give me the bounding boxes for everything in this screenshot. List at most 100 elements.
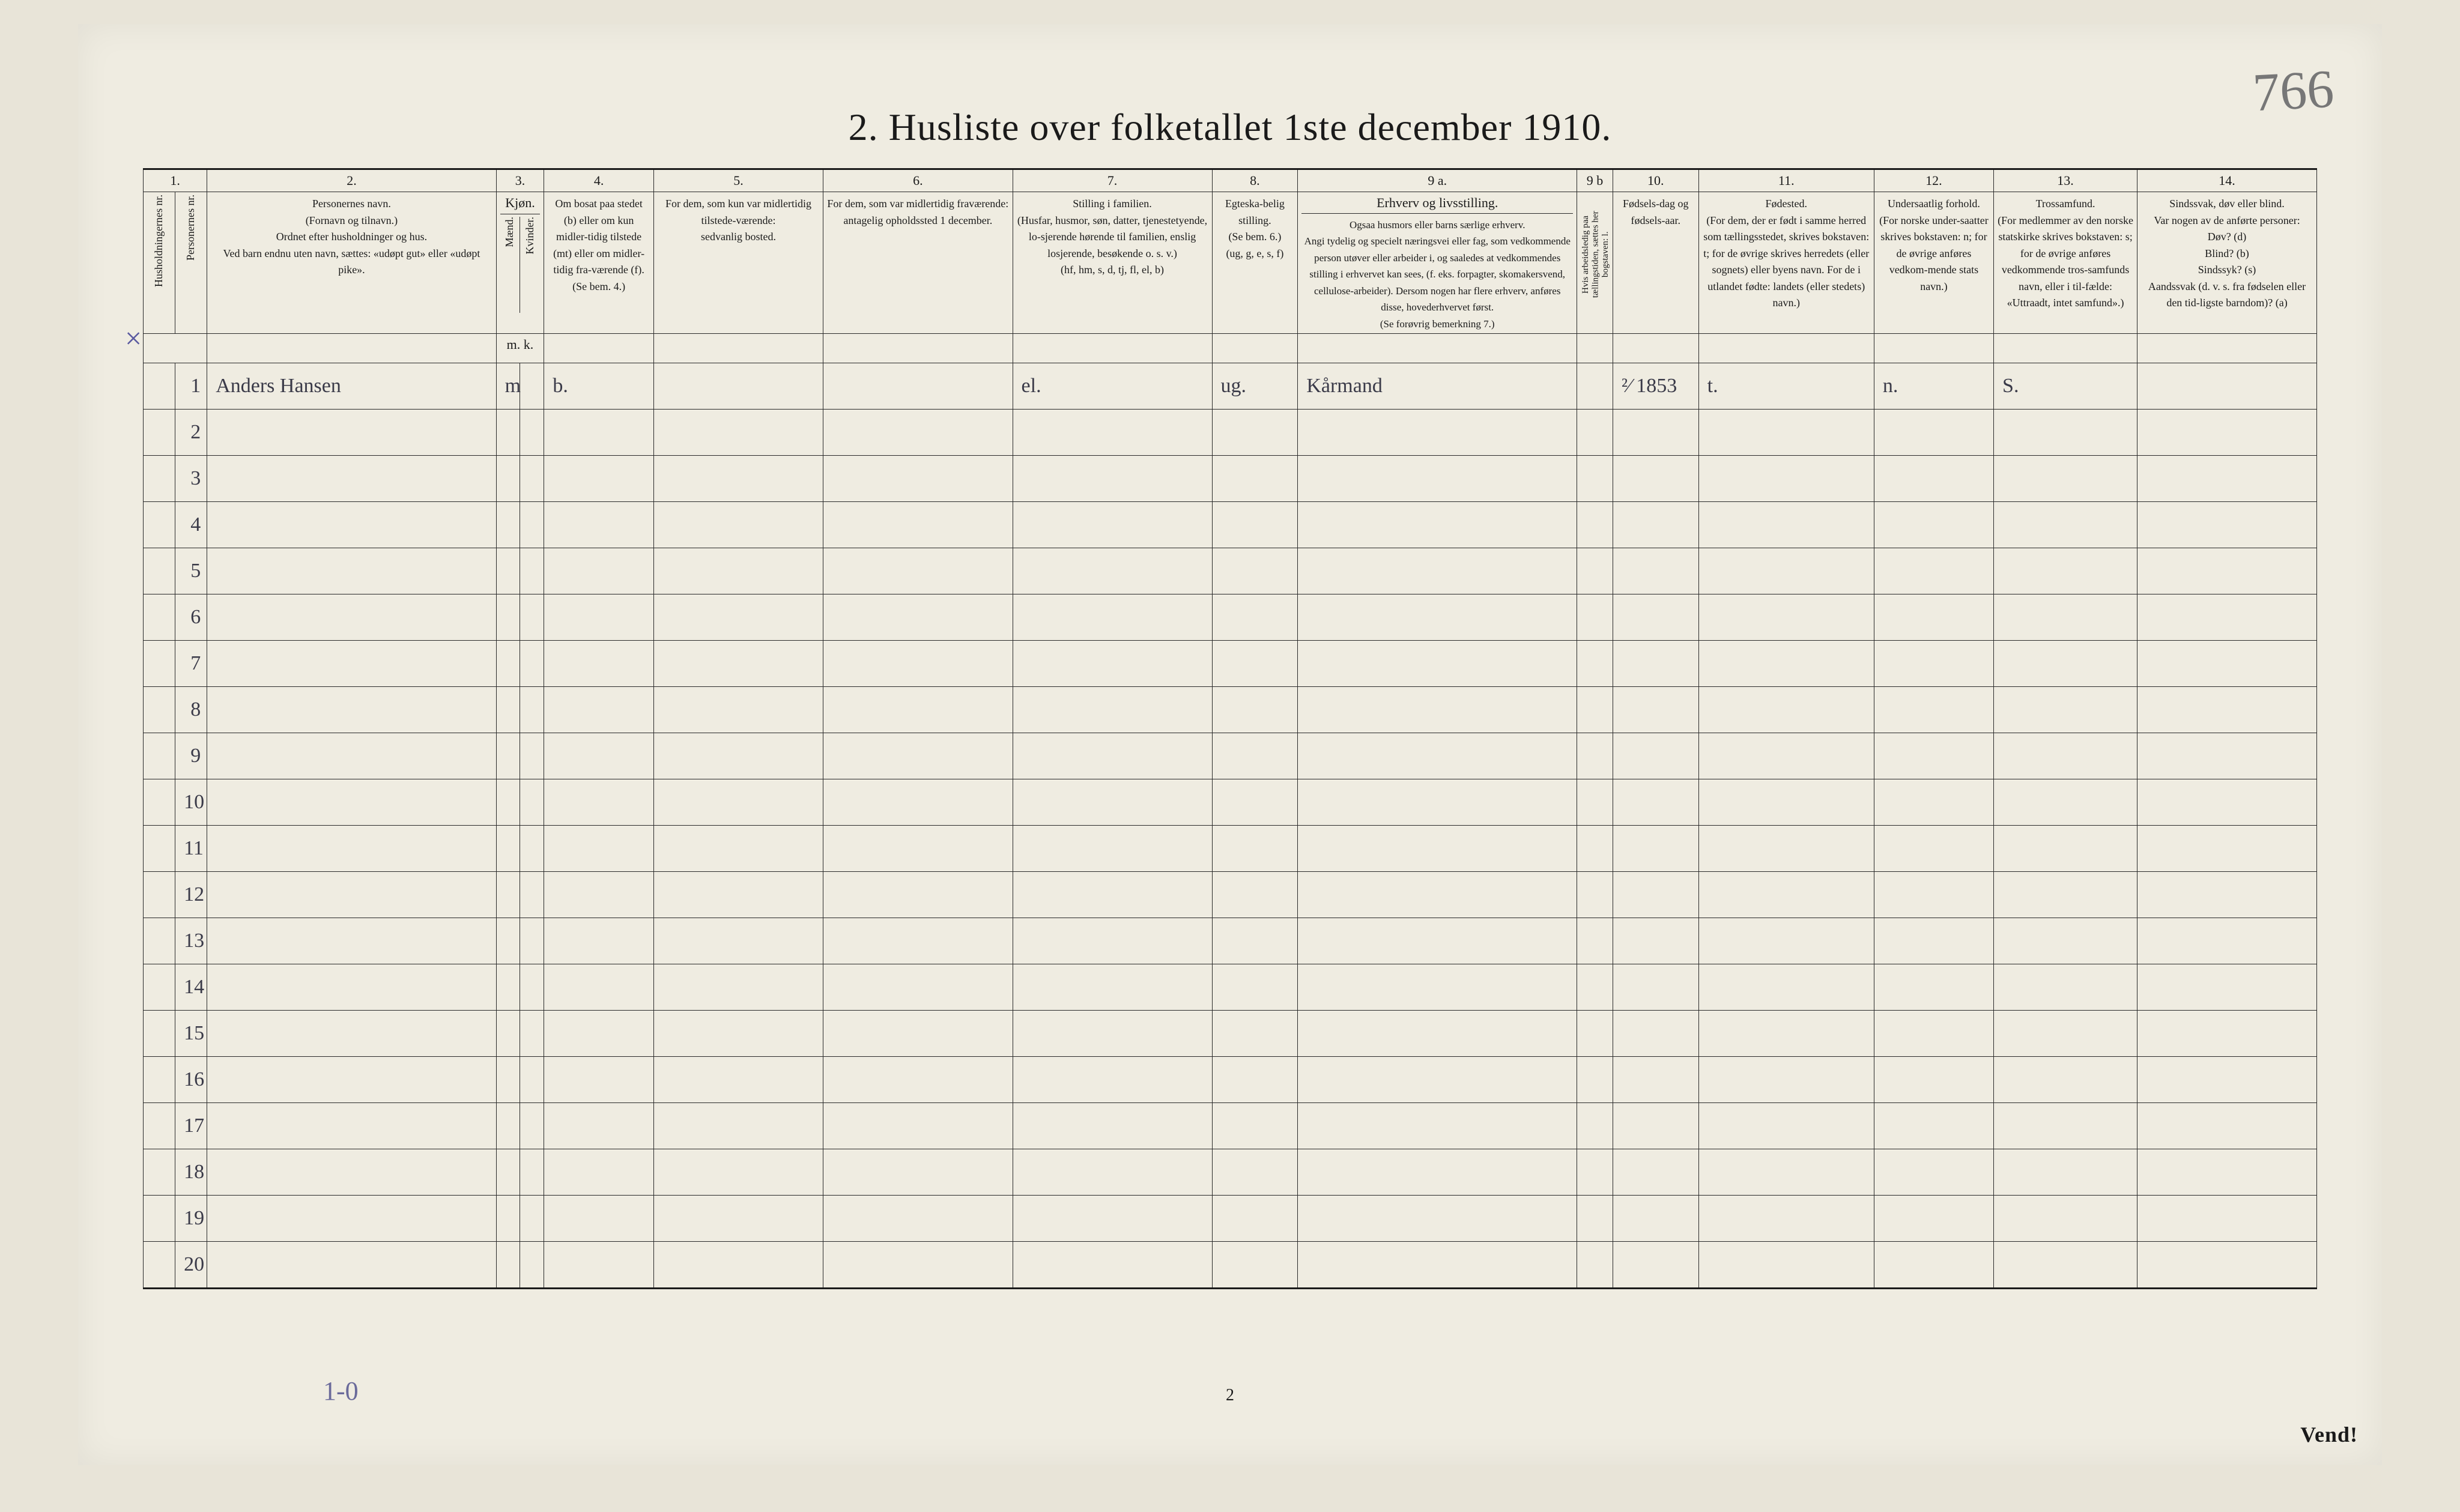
egte-cell [1212, 918, 1298, 964]
tros-cell [1994, 410, 2137, 456]
fodsel-cell [1613, 1057, 1698, 1103]
col6-cell [823, 502, 1013, 548]
name-cell [207, 779, 496, 826]
name-cell [207, 1011, 496, 1057]
person-nr-cell: 13 [175, 918, 207, 964]
person-nr-cell: 4 [175, 502, 207, 548]
fodsel-cell [1613, 826, 1698, 872]
sex-m-cell [496, 1149, 520, 1196]
col9b-cell [1577, 1149, 1613, 1196]
hushold-nr-cell [144, 1149, 175, 1196]
bosat-cell [544, 1103, 654, 1149]
person-nr-cell: 18 [175, 1149, 207, 1196]
col14-cell [2137, 918, 2317, 964]
hushold-nr-cell [144, 363, 175, 410]
fodested-cell [1698, 872, 1874, 918]
header-stilling-familie: Stilling i familien. (Husfar, husmor, sø… [1013, 192, 1212, 334]
sex-m-cell [496, 872, 520, 918]
tros-cell [1994, 826, 2137, 872]
name-cell [207, 687, 496, 733]
col5-cell [653, 918, 823, 964]
table-row: 4 [144, 502, 2317, 548]
tros-cell [1994, 1149, 2137, 1196]
fodsel-cell [1613, 1196, 1698, 1242]
fodsel-cell [1613, 872, 1698, 918]
col5-cell [653, 779, 823, 826]
person-nr-cell: 17 [175, 1103, 207, 1149]
sub-blank-1 [144, 334, 207, 363]
table-row: 20 [144, 1242, 2317, 1289]
printed-page-number: 2 [1226, 1386, 1234, 1405]
colnum-12: 12. [1874, 169, 1993, 192]
col6-cell [823, 548, 1013, 594]
sub-blank-4 [544, 334, 654, 363]
person-nr-cell: 8 [175, 687, 207, 733]
col6-cell [823, 1242, 1013, 1289]
col5-cell [653, 1242, 823, 1289]
egte-cell [1212, 964, 1298, 1011]
sex-k-cell [520, 918, 544, 964]
undersaat-cell [1874, 1057, 1993, 1103]
stilling-cell [1013, 918, 1212, 964]
colnum-8: 8. [1212, 169, 1298, 192]
table-row: 3 [144, 456, 2317, 502]
sex-k-cell [520, 456, 544, 502]
sex-k-cell [520, 964, 544, 1011]
person-nr-cell: 19 [175, 1196, 207, 1242]
sex-k-cell [520, 1103, 544, 1149]
col6-cell [823, 456, 1013, 502]
name-cell [207, 1242, 496, 1289]
tros-cell [1994, 1242, 2137, 1289]
sub-blank-6 [823, 334, 1013, 363]
colnum-13: 13. [1994, 169, 2137, 192]
col14-cell [2137, 1103, 2317, 1149]
fodested-cell [1698, 1103, 1874, 1149]
undersaat-cell [1874, 1011, 1993, 1057]
erhverv-cell [1298, 502, 1577, 548]
name-cell [207, 1149, 496, 1196]
stilling-cell [1013, 410, 1212, 456]
undersaat-cell [1874, 1196, 1993, 1242]
egte-cell [1212, 779, 1298, 826]
census-table-container: 1. 2. 3. 4. 5. 6. 7. 8. 9 a. 9 b 10. 11.… [143, 168, 2317, 1289]
sex-k-cell [520, 363, 544, 410]
col9b-cell [1577, 1196, 1613, 1242]
col9b-cell [1577, 872, 1613, 918]
col6-cell [823, 363, 1013, 410]
person-nr-cell: 5 [175, 548, 207, 594]
col5-cell [653, 410, 823, 456]
undersaat-cell [1874, 456, 1993, 502]
col9b-cell [1577, 456, 1613, 502]
bosat-cell [544, 1011, 654, 1057]
undersaat-cell [1874, 410, 1993, 456]
fodested-cell [1698, 548, 1874, 594]
col6-cell [823, 594, 1013, 641]
fodsel-cell [1613, 456, 1698, 502]
name-cell [207, 1196, 496, 1242]
hushold-nr-cell [144, 964, 175, 1011]
name-cell [207, 410, 496, 456]
stilling-cell [1013, 502, 1212, 548]
person-nr-cell: 3 [175, 456, 207, 502]
header-kjon: Kjøn. Mænd. Kvinder. [496, 192, 544, 334]
table-row: 17 [144, 1103, 2317, 1149]
tros-cell [1994, 918, 2137, 964]
header-midl-tilstede: For dem, som kun var midlertidig tilsted… [653, 192, 823, 334]
tros-cell [1994, 1196, 2137, 1242]
fodested-cell [1698, 733, 1874, 779]
sex-m-cell [496, 548, 520, 594]
bosat-cell [544, 1196, 654, 1242]
col5-cell [653, 548, 823, 594]
name-cell [207, 502, 496, 548]
col14-cell [2137, 1149, 2317, 1196]
egte-cell [1212, 872, 1298, 918]
name-cell [207, 872, 496, 918]
col5-cell [653, 733, 823, 779]
bosat-cell [544, 1057, 654, 1103]
person-nr-cell: 1 [175, 363, 207, 410]
fodsel-cell [1613, 641, 1698, 687]
stilling-cell: el. [1013, 363, 1212, 410]
person-nr-cell: 20 [175, 1242, 207, 1289]
tros-cell [1994, 456, 2137, 502]
egte-cell [1212, 1011, 1298, 1057]
